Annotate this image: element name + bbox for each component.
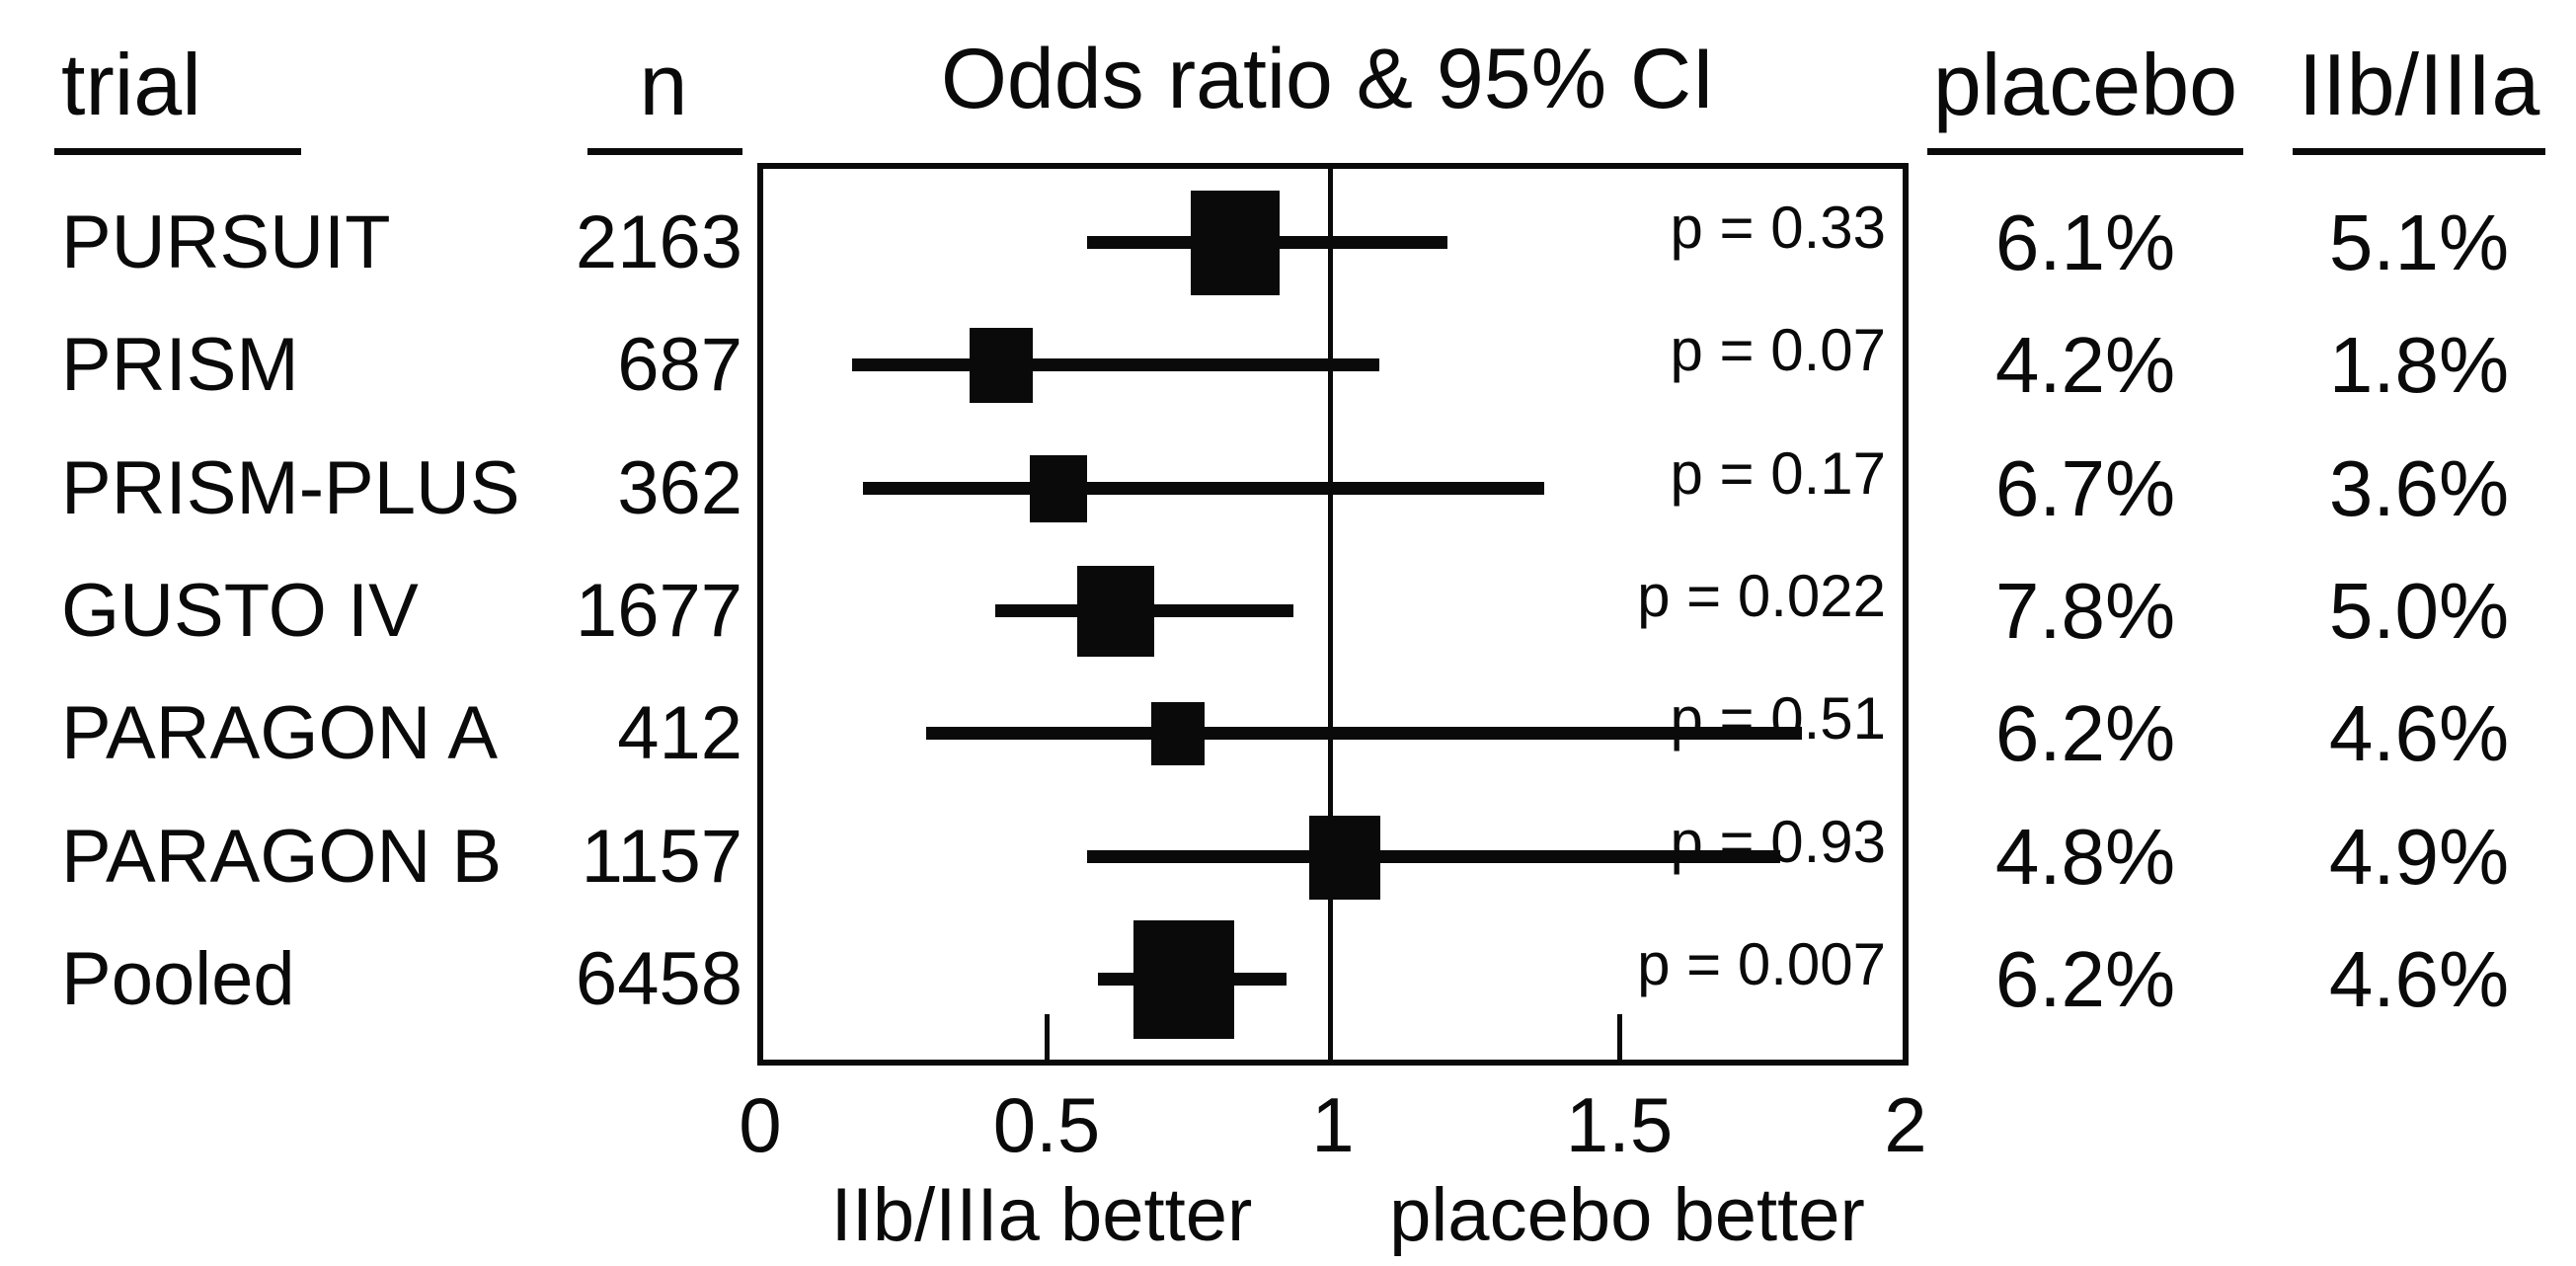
or-marker <box>1077 566 1154 657</box>
reference-line-or-1 <box>1328 169 1333 1060</box>
or-marker <box>1191 191 1280 295</box>
direction-label-placebo-better: placebo better <box>1389 1173 1865 1257</box>
p-value-label: p = 0.51 <box>1670 685 1886 752</box>
p-value-label: p = 0.007 <box>1637 931 1886 997</box>
axis-label-2: 2 <box>1884 1081 1927 1168</box>
or-marker <box>1309 816 1380 900</box>
direction-label-iib-iiia-better: IIb/IIIa better <box>830 1173 1253 1257</box>
placebo-rate: 4.2% <box>1994 321 2176 409</box>
trial-name: PRISM <box>61 323 299 407</box>
ci-line <box>1087 850 1780 863</box>
or-marker <box>1151 702 1205 765</box>
iib-iiia-rate: 5.1% <box>2328 198 2510 286</box>
plot-title: Odds ratio & 95% CI <box>941 32 1715 126</box>
trial-n: 6458 <box>575 937 742 1021</box>
trial-name: PARAGON A <box>61 691 499 775</box>
trial-name: GUSTO IV <box>61 569 419 653</box>
axis-tick-1-5 <box>1617 1014 1622 1060</box>
iib-iiia-rate: 4.6% <box>2328 935 2510 1023</box>
trial-n: 412 <box>617 691 742 775</box>
axis-label-0-5: 0.5 <box>992 1081 1101 1168</box>
iib-iiia-header-underline <box>2293 148 2545 155</box>
trial-name: PRISM-PLUS <box>61 446 520 530</box>
trial-n: 1677 <box>575 569 742 653</box>
trial-n: 1157 <box>581 815 742 899</box>
placebo-rate: 7.8% <box>1994 567 2176 655</box>
iib-iiia-rate: 3.6% <box>2328 444 2510 532</box>
ci-line <box>926 727 1802 740</box>
p-value-label: p = 0.07 <box>1670 317 1886 383</box>
iib-iiia-rate: 4.6% <box>2328 689 2510 777</box>
iib-iiia-column-header: IIb/IIIa <box>2298 36 2540 133</box>
n-column-header: n <box>639 36 688 133</box>
ci-line <box>852 358 1379 371</box>
p-value-label: p = 0.17 <box>1670 440 1886 507</box>
trial-name: PARAGON B <box>61 815 503 899</box>
plot-frame <box>757 163 1909 1066</box>
trial-name: PURSUIT <box>61 200 391 284</box>
or-marker <box>1030 455 1087 522</box>
p-value-label: p = 0.022 <box>1637 563 1886 629</box>
axis-label-1-5: 1.5 <box>1565 1081 1674 1168</box>
placebo-rate: 6.7% <box>1994 444 2176 532</box>
placebo-rate: 4.8% <box>1994 813 2176 901</box>
iib-iiia-rate: 1.8% <box>2328 321 2510 409</box>
trial-column-header: trial <box>61 36 201 133</box>
placebo-rate: 6.2% <box>1994 935 2176 1023</box>
or-marker <box>970 328 1033 403</box>
n-header-underline <box>587 148 742 155</box>
trial-n: 362 <box>617 446 742 530</box>
iib-iiia-rate: 4.9% <box>2328 813 2510 901</box>
or-marker <box>1133 920 1234 1039</box>
iib-iiia-rate: 5.0% <box>2328 567 2510 655</box>
placebo-header-underline <box>1927 148 2243 155</box>
axis-label-0: 0 <box>739 1081 782 1168</box>
axis-label-1: 1 <box>1311 1081 1355 1168</box>
placebo-rate: 6.1% <box>1994 198 2176 286</box>
trial-header-underline <box>54 148 301 155</box>
p-value-label: p = 0.93 <box>1670 809 1886 875</box>
placebo-column-header: placebo <box>1932 36 2238 133</box>
trial-n: 2163 <box>575 200 742 284</box>
axis-tick-0-5 <box>1045 1014 1050 1060</box>
placebo-rate: 6.2% <box>1994 689 2176 777</box>
trial-name: Pooled <box>61 937 295 1021</box>
p-value-label: p = 0.33 <box>1670 195 1886 261</box>
trial-n: 687 <box>617 323 742 407</box>
